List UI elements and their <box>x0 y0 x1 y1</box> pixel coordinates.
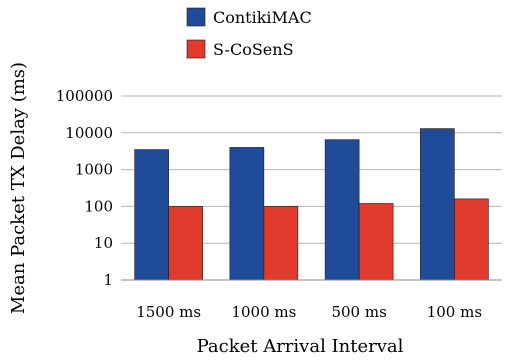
x-tick-labels: 1500 ms 1000 ms 500 ms 100 ms <box>136 303 482 321</box>
y-tick-label: 10000 <box>65 124 113 142</box>
legend-label-contikimac: ContikiMAC <box>213 8 312 27</box>
bars <box>134 128 489 281</box>
y-tick-label: 10 <box>94 234 113 252</box>
bar-s-cosens-1 <box>263 206 299 281</box>
legend: ContikiMAC S-CoSenS <box>186 7 312 59</box>
y-tick-label: 100000 <box>56 87 113 105</box>
x-tick-label: 1000 ms <box>231 303 296 321</box>
y-tick-label: 100 <box>84 197 113 215</box>
y-tick-label: 1000 <box>75 161 113 179</box>
bar-contikimac-3 <box>420 128 455 281</box>
bar-s-cosens-0 <box>168 206 203 281</box>
y-tick-labels: 1 10 100 1000 10000 100000 <box>56 87 113 289</box>
y-tick-label: 1 <box>103 271 113 289</box>
bar-s-cosens-2 <box>358 203 394 281</box>
x-tick-label: 1500 ms <box>136 303 201 321</box>
legend-swatch-contikimac <box>186 7 206 27</box>
bar-s-cosens-3 <box>454 198 489 281</box>
x-tick-label: 100 ms <box>427 303 482 321</box>
legend-label-s-cosens: S-CoSenS <box>213 40 294 59</box>
bar-contikimac-1 <box>229 147 265 281</box>
x-axis-title: Packet Arrival Interval <box>197 336 404 357</box>
legend-swatch-s-cosens <box>186 39 206 59</box>
bar-contikimac-2 <box>324 139 360 281</box>
x-tick-label: 500 ms <box>331 303 386 321</box>
y-axis-title: Mean Packet TX Delay (ms) <box>8 62 29 314</box>
bar-contikimac-0 <box>134 149 169 281</box>
